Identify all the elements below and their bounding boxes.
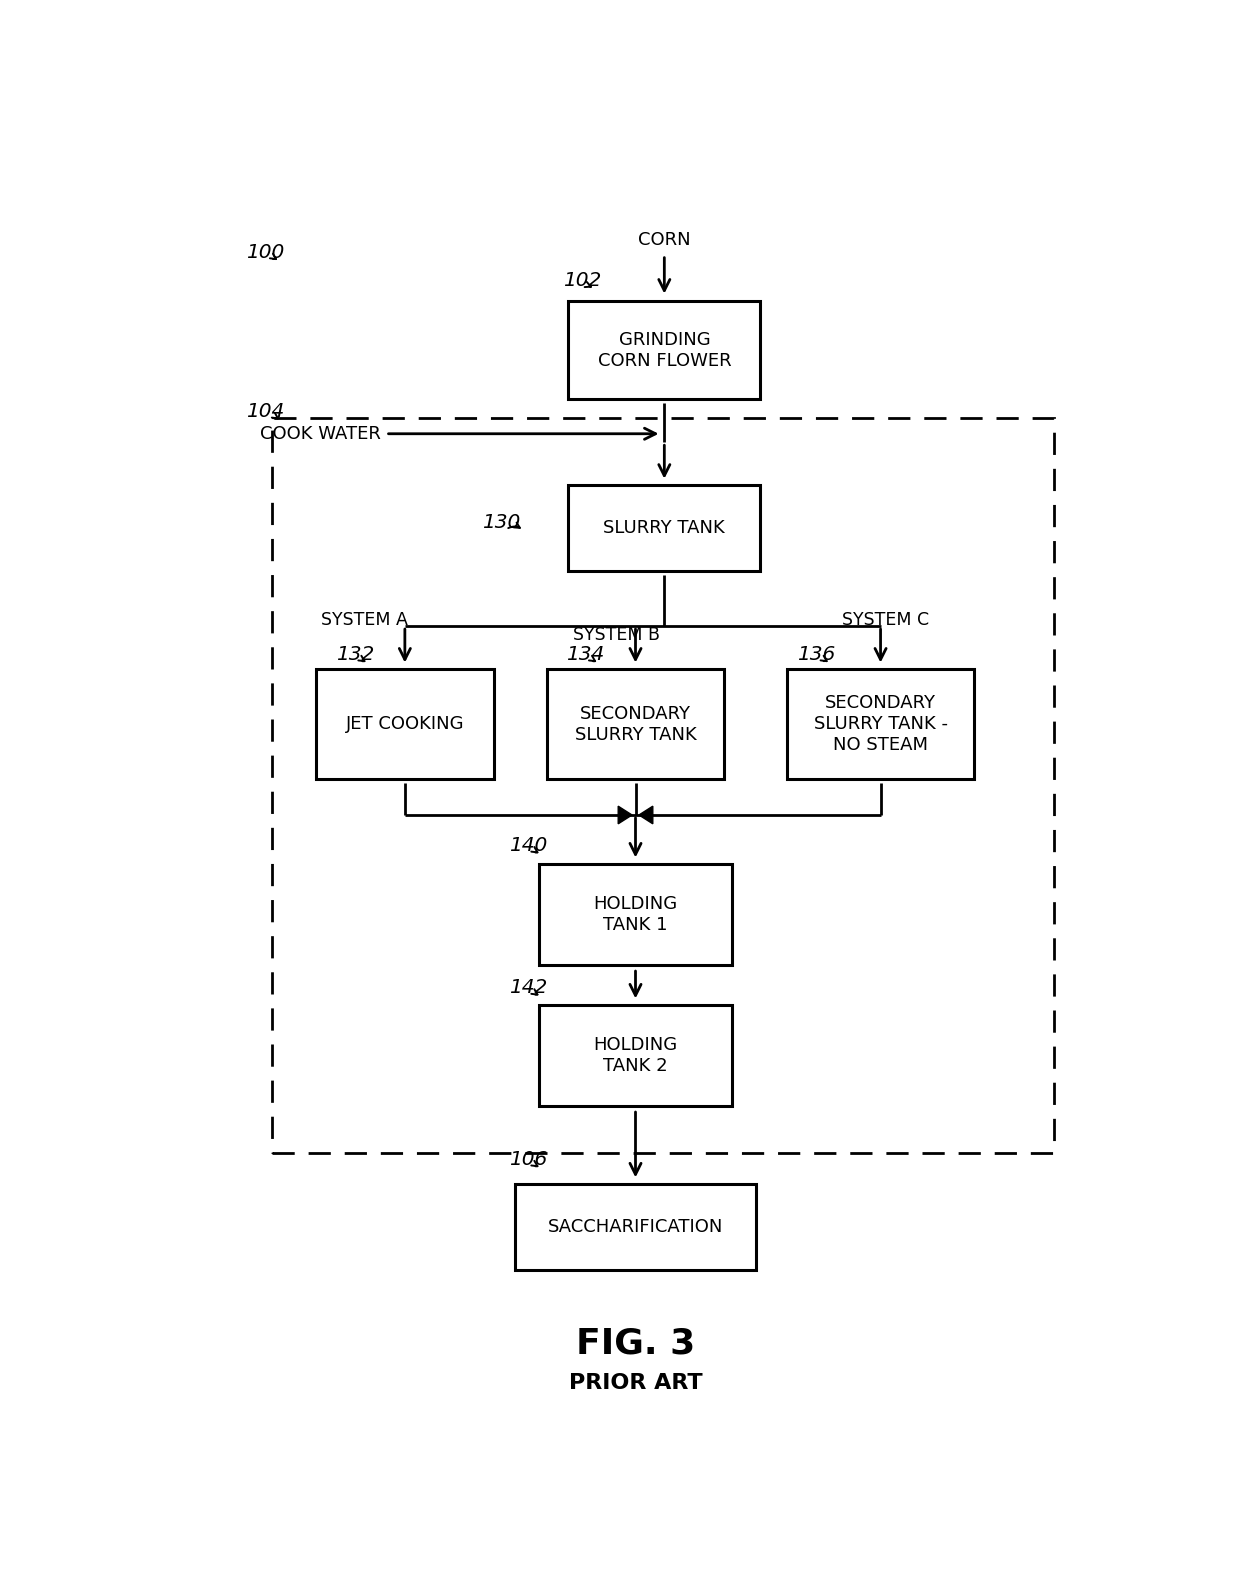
Text: 140: 140 [508, 836, 547, 855]
Bar [787, 669, 975, 780]
Text: SYSTEM C: SYSTEM C [842, 611, 929, 629]
Bar [568, 301, 760, 400]
Text: 132: 132 [336, 645, 374, 664]
Bar [316, 669, 494, 780]
Bar [273, 417, 1054, 1153]
Text: FIG. 3: FIG. 3 [575, 1326, 696, 1360]
Bar [568, 486, 760, 572]
Text: 106: 106 [508, 1149, 547, 1169]
Text: 102: 102 [563, 271, 601, 290]
Text: GRINDING
CORN FLOWER: GRINDING CORN FLOWER [598, 331, 732, 369]
Text: SYSTEM B: SYSTEM B [573, 626, 660, 643]
Bar [547, 669, 724, 780]
Text: JET COOKING: JET COOKING [346, 715, 464, 734]
Bar [539, 864, 732, 965]
Text: PRIOR ART: PRIOR ART [569, 1372, 702, 1393]
Text: SECONDARY
SLURRY TANK: SECONDARY SLURRY TANK [574, 705, 697, 743]
Text: HOLDING
TANK 1: HOLDING TANK 1 [594, 895, 677, 933]
Text: SACCHARIFICATION: SACCHARIFICATION [548, 1218, 723, 1235]
Polygon shape [639, 806, 652, 823]
Text: COOK WATER: COOK WATER [260, 425, 381, 443]
Text: CORN: CORN [639, 231, 691, 248]
Text: 130: 130 [481, 513, 520, 532]
Text: 142: 142 [508, 979, 547, 997]
Text: 104: 104 [247, 403, 284, 422]
Text: 134: 134 [567, 645, 605, 664]
Polygon shape [619, 806, 632, 823]
Text: 100: 100 [247, 244, 284, 261]
Text: SLURRY TANK: SLURRY TANK [604, 519, 725, 537]
Text: HOLDING
TANK 2: HOLDING TANK 2 [594, 1036, 677, 1075]
Bar [539, 1005, 732, 1105]
Text: 136: 136 [797, 645, 836, 664]
Text: SECONDARY
SLURRY TANK -
NO STEAM: SECONDARY SLURRY TANK - NO STEAM [813, 694, 947, 755]
Text: SYSTEM A: SYSTEM A [321, 611, 408, 629]
Bar [516, 1184, 755, 1270]
